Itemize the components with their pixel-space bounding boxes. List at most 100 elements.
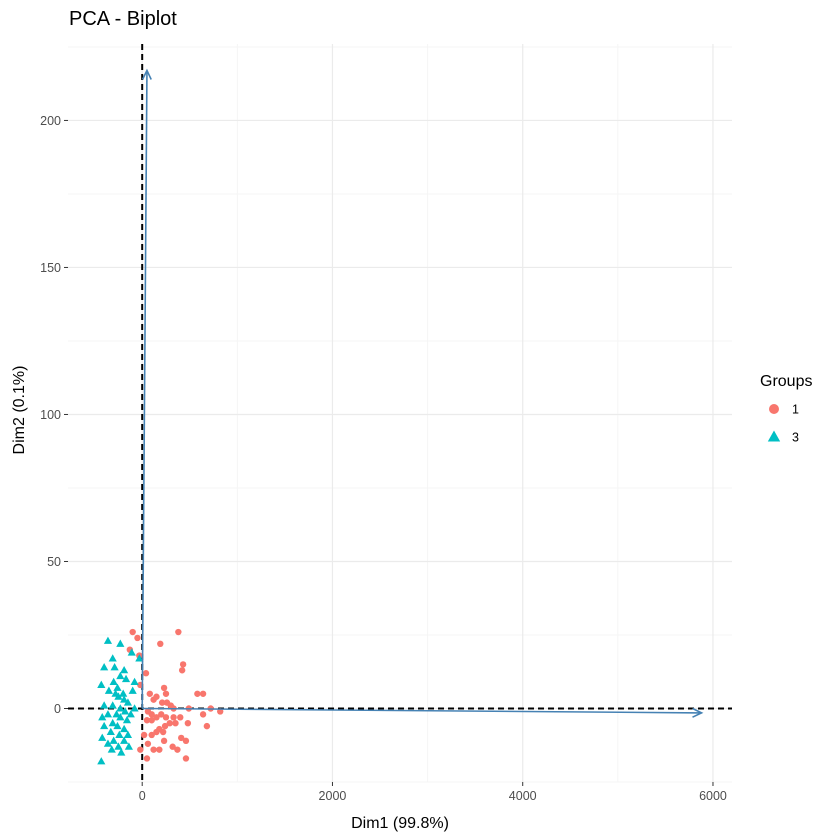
data-point-group-3 — [127, 648, 136, 656]
data-point-group-3 — [128, 686, 137, 694]
data-point-group-1 — [144, 740, 152, 747]
legend-key-group-1 — [769, 404, 779, 414]
data-point-group-3 — [97, 680, 106, 688]
x-axis-ticks: 0 2000 4000 6000 — [139, 782, 727, 803]
data-point-group-1 — [148, 711, 155, 718]
data-point-group-1 — [142, 670, 150, 677]
data-point-group-1 — [148, 731, 155, 739]
data-point-group-1 — [146, 690, 154, 697]
data-point-group-3 — [123, 730, 133, 738]
data-point-group-3 — [108, 701, 117, 709]
data-point-group-3 — [110, 663, 119, 671]
y-axis-title: Dim2 (0.1%) — [11, 366, 28, 455]
y-tick-label: 50 — [47, 555, 61, 569]
data-point-group-1 — [203, 722, 211, 730]
x-axis-title: Dim1 (99.8%) — [351, 815, 449, 832]
legend-label-group-3: 3 — [792, 431, 799, 445]
data-point-group-1 — [160, 737, 168, 745]
grid-minor-lines — [68, 44, 732, 783]
x-tick-label: 2000 — [319, 789, 347, 803]
data-point-group-3 — [116, 671, 125, 680]
data-point-group-1 — [137, 746, 144, 753]
data-point-group-3 — [120, 724, 129, 733]
data-point-group-3 — [130, 704, 139, 712]
plot-panel — [68, 44, 732, 783]
data-point-group-3 — [112, 710, 121, 718]
data-point-group-3 — [108, 654, 117, 662]
data-point-group-1 — [178, 667, 186, 674]
data-point-group-1 — [140, 731, 148, 739]
data-point-group-1 — [175, 628, 182, 636]
data-point-group-3 — [109, 677, 118, 686]
data-point-group-1 — [179, 661, 187, 668]
data-point-group-3 — [114, 742, 123, 750]
legend-label-group-1: 1 — [792, 403, 799, 417]
data-point-group-1 — [177, 714, 184, 721]
data-point-group-3 — [103, 739, 113, 747]
data-point-group-1 — [162, 690, 170, 697]
data-point-group-3 — [121, 674, 131, 683]
data-point-group-1 — [153, 728, 160, 736]
data-point-group-3 — [123, 698, 133, 706]
data-point-group-3 — [120, 707, 130, 715]
legend-title: Groups — [760, 373, 812, 390]
data-point-group-3 — [116, 713, 125, 721]
variable-arrow-shaft — [142, 707, 702, 714]
data-point-group-3 — [120, 695, 129, 703]
y-tick-label: 0 — [54, 702, 61, 716]
data-point-group-1 — [178, 734, 185, 742]
variable-arrow-head — [692, 707, 704, 718]
data-point-group-3 — [103, 710, 113, 718]
data-point-group-1 — [156, 746, 163, 753]
variable-arrow-shaft — [141, 70, 148, 709]
data-point-group-3 — [126, 710, 135, 718]
data-point-group-3 — [100, 721, 109, 730]
data-point-group-3 — [97, 757, 106, 765]
data-point-group-3 — [103, 636, 113, 644]
data-point-group-1 — [153, 714, 160, 721]
data-point-group-1 — [170, 714, 177, 721]
data-point-group-1 — [199, 711, 207, 718]
data-point-group-1 — [157, 640, 164, 648]
data-point-group-1 — [184, 719, 192, 727]
legend-key-group-3 — [767, 430, 781, 442]
data-point-group-1 — [134, 634, 141, 642]
data-point-group-1 — [158, 711, 165, 718]
data-point-group-3 — [98, 733, 107, 741]
data-point-group-3 — [107, 745, 116, 753]
data-point-group-1 — [182, 737, 190, 745]
data-point-group-3 — [119, 689, 128, 697]
data-point-group-3 — [100, 701, 109, 709]
y-tick-label: 200 — [40, 114, 61, 128]
reference-lines — [68, 44, 732, 782]
variable-arrow-head — [141, 68, 152, 80]
data-point-group-3 — [100, 663, 109, 671]
variable-arrows — [141, 68, 704, 718]
data-point-group-3 — [113, 721, 122, 730]
y-axis-ticks: 0 50 100 150 200 — [40, 114, 68, 716]
data-point-group-3 — [115, 730, 124, 738]
data-point-group-3 — [98, 713, 107, 721]
data-point-group-3 — [106, 727, 115, 736]
data-point-group-1 — [194, 690, 201, 697]
data-point-group-3 — [109, 736, 118, 744]
data-point-group-1 — [182, 755, 190, 762]
x-tick-label: 4000 — [509, 789, 537, 803]
data-point-group-3 — [120, 665, 129, 674]
data-point-group-1 — [160, 684, 168, 692]
data-points — [97, 628, 224, 765]
data-point-group-1 — [150, 746, 157, 753]
data-point-group-3 — [135, 654, 144, 662]
y-tick-label: 100 — [40, 408, 61, 422]
data-point-group-3 — [120, 736, 129, 744]
data-point-group-1 — [150, 696, 157, 703]
data-point-group-3 — [113, 683, 122, 691]
data-point-group-1 — [143, 755, 151, 762]
data-point-group-1 — [143, 717, 151, 724]
data-point-group-1 — [172, 719, 179, 727]
grid-major-lines — [68, 44, 732, 782]
data-point-group-3 — [122, 715, 132, 724]
x-tick-label: 6000 — [699, 789, 727, 803]
data-point-group-3 — [114, 692, 123, 700]
